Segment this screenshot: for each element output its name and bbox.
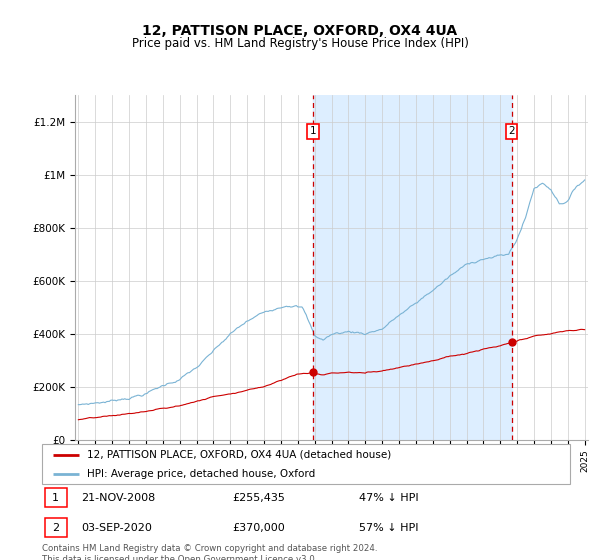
Text: 2: 2 (508, 127, 515, 137)
Text: £255,435: £255,435 (232, 493, 285, 503)
Text: 21-NOV-2008: 21-NOV-2008 (82, 493, 156, 503)
Text: 2: 2 (52, 522, 59, 533)
FancyBboxPatch shape (42, 444, 570, 484)
FancyBboxPatch shape (44, 518, 67, 537)
Text: Contains HM Land Registry data © Crown copyright and database right 2024.
This d: Contains HM Land Registry data © Crown c… (42, 544, 377, 560)
Bar (313, 95, 512, 440)
Text: 57% ↓ HPI: 57% ↓ HPI (359, 522, 418, 533)
Text: £370,000: £370,000 (232, 522, 285, 533)
Text: HPI: Average price, detached house, Oxford: HPI: Average price, detached house, Oxfo… (87, 469, 315, 478)
Text: 03-SEP-2020: 03-SEP-2020 (82, 522, 152, 533)
Text: 1: 1 (310, 127, 317, 137)
FancyBboxPatch shape (44, 488, 67, 507)
Text: Price paid vs. HM Land Registry's House Price Index (HPI): Price paid vs. HM Land Registry's House … (131, 37, 469, 50)
Text: 47% ↓ HPI: 47% ↓ HPI (359, 493, 418, 503)
Text: 12, PATTISON PLACE, OXFORD, OX4 4UA (detached house): 12, PATTISON PLACE, OXFORD, OX4 4UA (det… (87, 450, 391, 460)
Text: 1: 1 (52, 493, 59, 503)
Text: 12, PATTISON PLACE, OXFORD, OX4 4UA: 12, PATTISON PLACE, OXFORD, OX4 4UA (142, 24, 458, 38)
